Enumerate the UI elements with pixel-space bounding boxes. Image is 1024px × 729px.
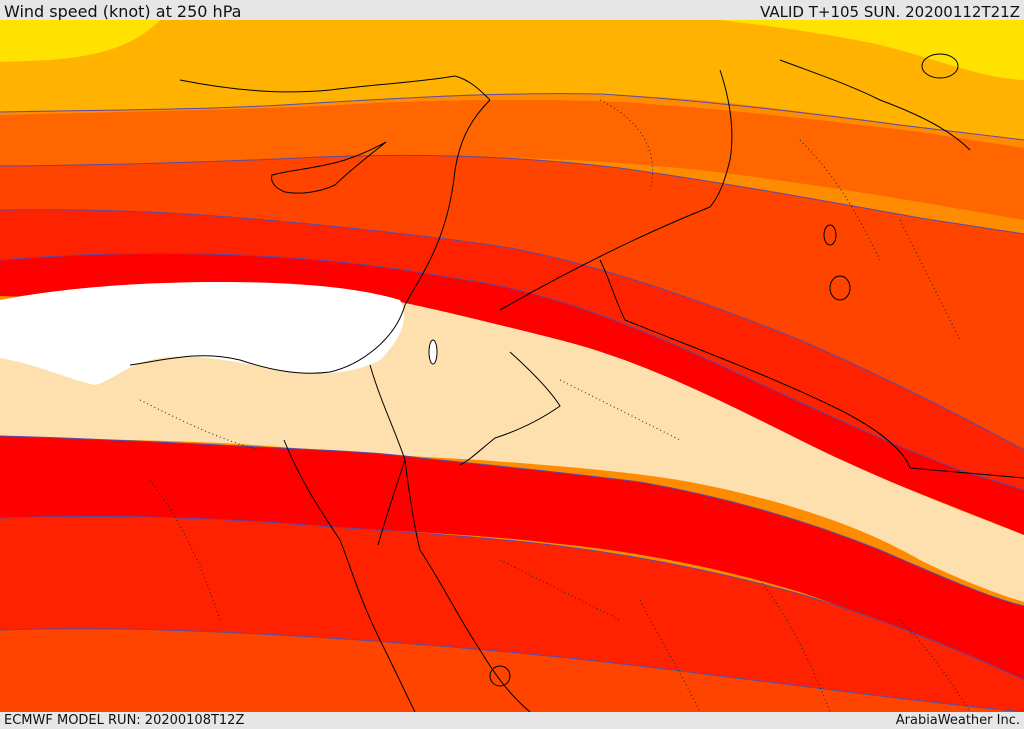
- calm-region: [0, 282, 404, 385]
- band-scarlet: [0, 209, 1024, 520]
- lake-van: [921, 53, 959, 79]
- contour-lines: [0, 93, 1024, 712]
- band-dark-orange: [0, 99, 1024, 220]
- band-amber-top-left: [0, 20, 330, 92]
- lake-nasser: [489, 665, 511, 687]
- wind-speed-map: [0, 20, 1024, 712]
- band-beige-core: [0, 296, 1024, 602]
- dead-sea: [428, 339, 438, 365]
- band-red-north: [0, 253, 1024, 536]
- valid-time-label: VALID T+105 SUN. 20200112T21Z: [760, 3, 1020, 21]
- footer-bar: ECMWF MODEL RUN: 20200108T12Z ArabiaWeat…: [0, 712, 1024, 729]
- credit-label: ArabiaWeather Inc.: [895, 713, 1020, 728]
- country-borders: [129, 59, 1024, 712]
- lake-small-2: [823, 224, 837, 246]
- map-canvas: [0, 20, 1024, 712]
- map-title: Wind speed (knot) at 250 hPa: [4, 2, 242, 21]
- band-red-orange-south: [0, 628, 1024, 712]
- band-red-south: [0, 436, 1024, 680]
- model-run-label: ECMWF MODEL RUN: 20200108T12Z: [4, 713, 245, 728]
- lake-small: [829, 275, 851, 301]
- province-borders: [139, 99, 971, 712]
- title-bar: Wind speed (knot) at 250 hPa VALID T+105…: [0, 0, 1024, 21]
- band-yellow-topright: [720, 20, 1024, 80]
